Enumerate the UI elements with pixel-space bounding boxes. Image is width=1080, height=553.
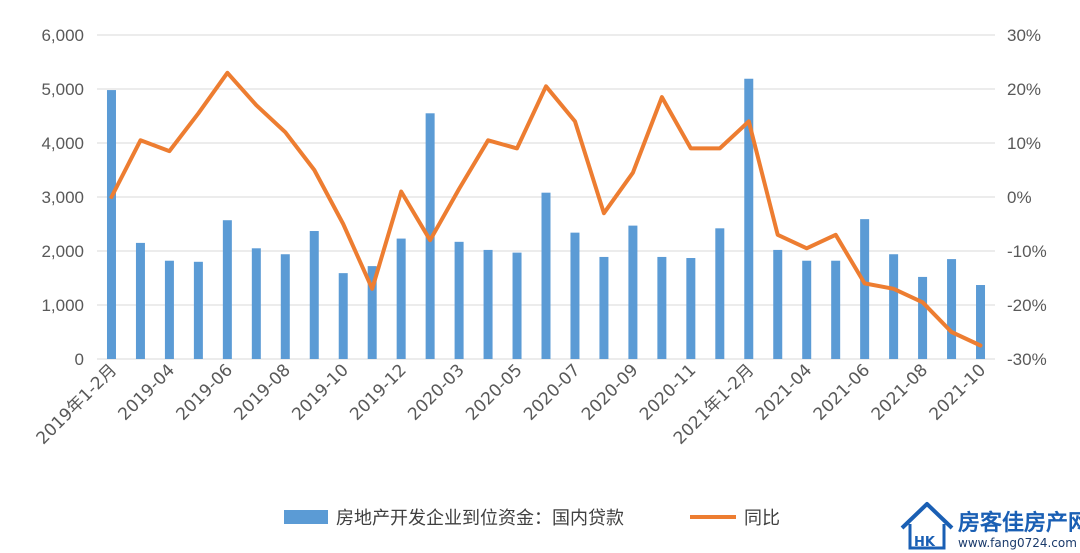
x-axis-ticks: 2019年1-2月2019-042019-062019-082019-10201…	[33, 360, 990, 448]
right-axis-ticks: -30% -20% -10% 0% 10% 20% 30%	[1007, 26, 1047, 369]
bar	[454, 241, 464, 359]
right-axis-tick-label: -10%	[1007, 242, 1047, 261]
bar	[976, 285, 986, 359]
x-axis-tick-label: 2021-10	[926, 360, 990, 424]
bar	[541, 192, 551, 359]
bar	[280, 254, 290, 359]
left-axis-tick-label: 6,000	[41, 26, 84, 45]
line-series	[109, 70, 983, 348]
left-axis-tick-label: 5,000	[41, 80, 84, 99]
bar	[657, 256, 667, 359]
bar	[802, 260, 812, 359]
right-axis-tick-label: -20%	[1007, 296, 1047, 315]
left-axis-tick-label: 2,000	[41, 242, 84, 261]
bar	[889, 254, 899, 359]
bar	[512, 252, 522, 359]
bar	[628, 225, 638, 359]
watermark: HK 房客佳房产网 www.fang0724.com	[900, 502, 1080, 550]
bar	[918, 276, 928, 359]
x-axis-tick-label: 2020-07	[520, 360, 584, 424]
bar	[164, 260, 174, 359]
x-axis-tick-label: 2019-04	[115, 360, 179, 424]
x-axis-tick-label: 2021-06	[810, 360, 874, 424]
right-axis-tick-label: 30%	[1007, 26, 1041, 45]
left-axis-tick-label: 1,000	[41, 296, 84, 315]
bar	[570, 232, 580, 359]
legend: 房地产开发企业到位资金：国内贷款 同比	[284, 508, 780, 529]
svg-text:HK: HK	[914, 535, 936, 550]
bar	[483, 249, 493, 359]
right-axis-tick-label: 0%	[1007, 188, 1032, 207]
x-axis-tick-label: 2021-04	[752, 360, 816, 424]
bar	[744, 78, 754, 360]
x-axis-tick-label: 2021-08	[868, 360, 932, 424]
x-axis-tick-label: 2019-10	[288, 360, 352, 424]
x-axis-tick-label: 2020-05	[462, 360, 526, 424]
bar	[947, 259, 957, 359]
bar	[338, 273, 348, 359]
watermark-brand: 房客佳房产网	[958, 510, 1080, 536]
bar	[686, 258, 696, 359]
legend-bar-label: 房地产开发企业到位资金：国内贷款	[336, 508, 624, 529]
house-logo-icon: HK	[900, 502, 954, 550]
right-axis-tick-label: 10%	[1007, 134, 1041, 153]
bar	[222, 220, 232, 359]
left-axis-tick-label: 0	[75, 350, 84, 369]
x-axis-tick-label: 2019-12	[346, 360, 410, 424]
x-axis-tick-label: 2019-08	[230, 360, 294, 424]
bar	[860, 219, 870, 359]
bar	[396, 238, 406, 359]
right-axis-tick-label: -30%	[1007, 350, 1047, 369]
left-axis-tick-label: 4,000	[41, 134, 84, 153]
watermark-url: www.fang0724.com	[958, 536, 1077, 550]
bar-series	[106, 78, 986, 360]
bar	[599, 256, 609, 359]
left-axis-tick-label: 3,000	[41, 188, 84, 207]
bar	[773, 249, 783, 359]
bar	[831, 260, 841, 359]
yoy-line	[109, 70, 983, 348]
bar	[106, 90, 116, 359]
bar	[715, 228, 725, 359]
x-axis-tick-label: 2019年1-2月	[33, 360, 121, 448]
bar	[135, 242, 145, 359]
bar	[367, 266, 377, 359]
right-axis-tick-label: 20%	[1007, 80, 1041, 99]
left-axis-ticks: 0 1,000 2,000 3,000 4,000 5,000 6,000	[41, 26, 84, 369]
bar	[193, 261, 203, 359]
bar	[251, 248, 261, 359]
x-axis-tick-label: 2020-03	[404, 360, 468, 424]
legend-line-label: 同比	[744, 508, 780, 529]
x-axis-tick-label: 2020-09	[578, 360, 642, 424]
legend-bar-swatch	[284, 510, 328, 524]
bar	[309, 231, 319, 359]
x-axis-tick-label: 2019-06	[173, 360, 237, 424]
